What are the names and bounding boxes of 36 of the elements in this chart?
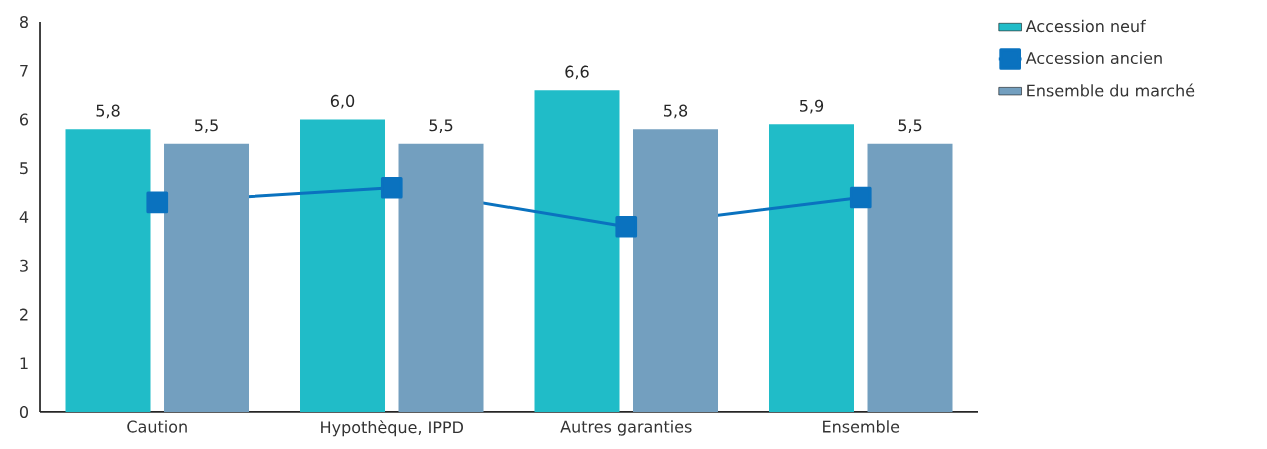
legend-label: Accession neuf [1025, 19, 1147, 33]
data-label: 5,9 [800, 99, 824, 114]
x-tick-label: Caution [127, 420, 187, 433]
y-tick-label: 2 [20, 308, 28, 321]
y-tick-label: 1 [20, 357, 28, 370]
data-label: 5,5 [898, 119, 922, 133]
y-tick-label: 8 [19, 15, 28, 29]
point [146, 191, 169, 214]
x-tick-label: Ensemble [823, 420, 900, 433]
bar [398, 143, 484, 412]
y-tick-label: 7 [20, 64, 28, 77]
bar [769, 124, 854, 412]
bar [534, 90, 620, 412]
data-label: 6,0 [330, 94, 355, 109]
data-label: 5,8 [96, 104, 120, 119]
bar [65, 129, 151, 412]
bar [164, 143, 250, 412]
data-label: 5,5 [429, 119, 453, 133]
point [380, 176, 403, 199]
legend-label: Ensemble du marché [1027, 83, 1195, 97]
data-label: 6,6 [565, 65, 589, 80]
data-label: 5,5 [195, 119, 218, 133]
point [615, 215, 638, 238]
bar [300, 119, 386, 412]
y-tick-label: 6 [20, 113, 29, 126]
bar [867, 143, 953, 412]
data-label: 5,8 [664, 104, 688, 119]
y-tick-label: 5 [20, 162, 28, 175]
y-tick-label: 4 [19, 211, 29, 223]
legend-label: Accession ancien [1025, 51, 1162, 65]
point [849, 186, 872, 209]
y-tick-label: 0 [19, 405, 29, 419]
y-tick-label: 3 [20, 259, 28, 272]
x-tick-label: Hypothèque, IPPD [321, 420, 463, 437]
bar [633, 129, 719, 412]
x-tick-label: Autres garanties [560, 420, 692, 436]
